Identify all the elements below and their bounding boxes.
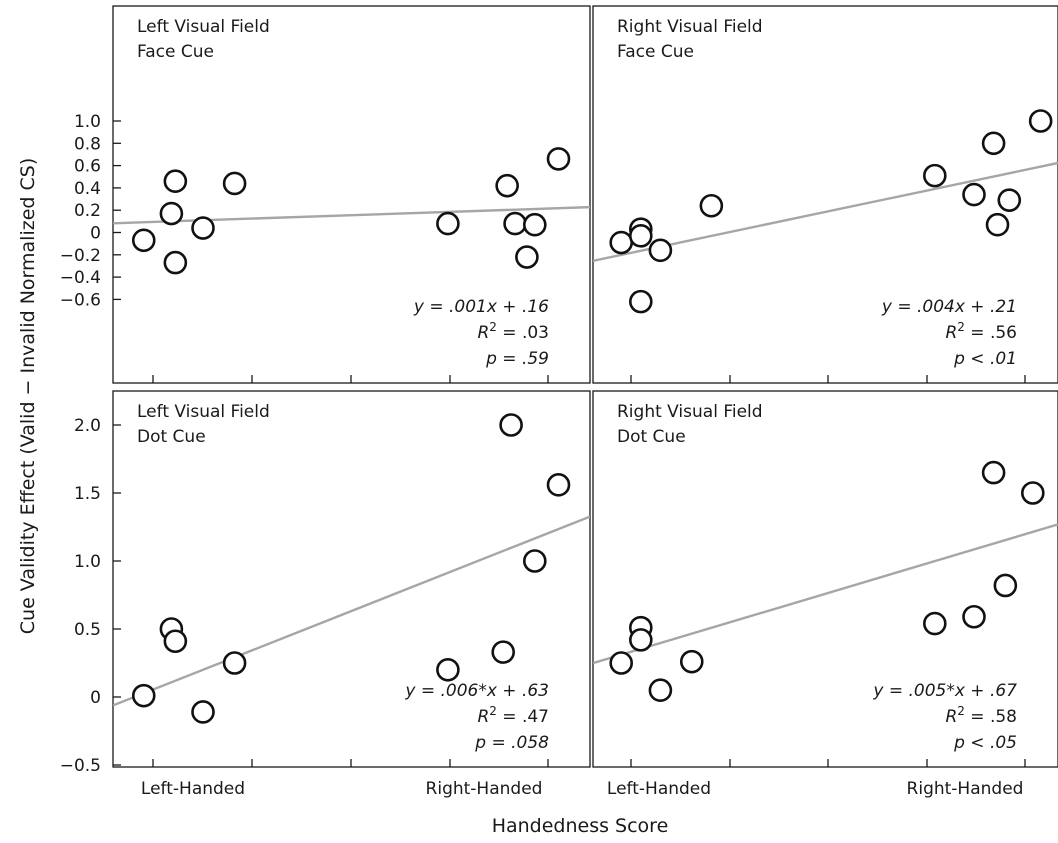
- panel-left-visual-field-dot-cue: 2.0 1.5 1.0 0.5 0 −0.5 Left-Handed Right-Handed…: [60, 390, 591, 799]
- data-point: [609, 230, 634, 255]
- data-point: [131, 228, 156, 253]
- data-point: [495, 173, 519, 198]
- y-tick-label: 0.2: [74, 201, 101, 221]
- stat-line: R2 = .58: [945, 704, 1017, 727]
- y-tick-label: 0.6: [74, 157, 101, 177]
- y-tick-label: 0: [90, 688, 101, 708]
- data-point: [699, 193, 724, 218]
- data-point: [628, 224, 653, 248]
- plot-frame: [592, 390, 1058, 768]
- data-point: [922, 163, 947, 188]
- data-point: [515, 245, 539, 269]
- data-point: [985, 212, 1010, 237]
- regression-line: [113, 515, 590, 707]
- data-point: [609, 651, 634, 675]
- y-tick-label: 0.8: [74, 134, 101, 154]
- x-tick-label: Right-Handed: [426, 779, 543, 799]
- stat-line: y = .001x + .16: [413, 297, 549, 317]
- stat-line: y = .005*x + .67: [872, 681, 1017, 701]
- y-tick-label: −0.2: [60, 246, 101, 266]
- y-tick-label: 1.0: [74, 112, 101, 132]
- panel-title-line: Face Cue: [617, 42, 694, 62]
- data-point: [222, 171, 247, 196]
- panel-right-visual-field-face-cue: Right Visual Field Face Cue y = .004x + .2…: [592, 5, 1058, 384]
- data-point: [522, 549, 547, 573]
- stat-line: R2 = .56: [945, 320, 1017, 343]
- data-point: [163, 629, 188, 654]
- y-tick-label: 2.0: [74, 416, 101, 436]
- y-tick-label: −0.6: [60, 290, 101, 310]
- y-tick-label: −0.5: [60, 756, 101, 776]
- panel-left-visual-field-face-cue: 1.00.8 0.60.40.2 0−0.2−0.4−0.6 Left Visual …: [60, 5, 591, 384]
- data-point: [163, 250, 188, 275]
- plot-frame: [592, 5, 1058, 384]
- data-point: [436, 657, 460, 682]
- panel-title-line: Right Visual Field: [617, 17, 763, 37]
- data-point: [191, 700, 215, 724]
- data-point: [546, 147, 571, 171]
- stat-line: p < .01: [953, 349, 1017, 369]
- stat-line: p = .59: [485, 349, 549, 369]
- x-tick-label: Right-Handed: [907, 779, 1024, 799]
- data-point: [491, 640, 516, 664]
- data-point: [962, 604, 986, 629]
- data-point: [648, 238, 673, 263]
- panel-title-line: Face Cue: [137, 42, 214, 62]
- stat-line: R2 = .47: [477, 704, 549, 727]
- y-tick-label: 0.5: [74, 620, 101, 640]
- data-point: [222, 651, 247, 675]
- data-point: [503, 211, 527, 236]
- regression-line: [113, 205, 590, 225]
- y-tick-label: 1.0: [74, 552, 101, 572]
- data-point: [163, 169, 188, 194]
- y-tick-label: −0.4: [60, 268, 101, 288]
- data-point: [981, 460, 1006, 485]
- data-point: [1028, 109, 1053, 133]
- panel-title-line: Left Visual Field: [137, 402, 270, 422]
- stat-line: R2 = .03: [477, 320, 549, 343]
- data-point: [522, 212, 547, 237]
- y-tick-label: 1.5: [74, 484, 101, 504]
- data-point: [962, 182, 986, 207]
- x-tick-label: Left-Handed: [141, 779, 245, 799]
- panel-right-visual-field-dot-cue: Left-Handed Right-Handed Right Visual Fiel…: [592, 390, 1058, 799]
- y-axis-title: Cue Validity Effect (Valid − Invalid Nor…: [17, 158, 39, 634]
- panel-title-line: Dot Cue: [137, 427, 206, 447]
- x-tick-label: Left-Handed: [607, 779, 711, 799]
- y-tick-label: 0.4: [74, 179, 101, 199]
- data-point: [628, 628, 653, 652]
- data-point: [997, 188, 1022, 212]
- stat-line: p < .05: [953, 733, 1017, 753]
- data-point: [628, 289, 653, 314]
- stat-line: y = .006*x + .63: [404, 681, 549, 701]
- data-point: [131, 683, 156, 708]
- regression-line: [593, 523, 1058, 665]
- panel-title-line: Right Visual Field: [617, 402, 763, 422]
- data-point: [922, 611, 947, 636]
- y-tick-label: 0: [90, 224, 101, 244]
- stat-line: p = .058: [474, 733, 549, 753]
- data-point: [436, 211, 460, 236]
- data-point: [981, 131, 1006, 156]
- data-point: [679, 649, 704, 674]
- stat-line: y = .004x + .21: [881, 297, 1017, 317]
- data-point: [499, 413, 523, 437]
- panel-title-line: Dot Cue: [617, 427, 686, 447]
- data-point: [159, 201, 184, 226]
- data-point: [648, 678, 673, 703]
- data-point: [1021, 481, 1045, 505]
- x-axis-title: Handedness Score: [492, 815, 669, 837]
- panel-title-line: Left Visual Field: [137, 17, 270, 37]
- data-point: [191, 216, 215, 240]
- data-point: [546, 473, 571, 497]
- data-point: [993, 573, 1018, 598]
